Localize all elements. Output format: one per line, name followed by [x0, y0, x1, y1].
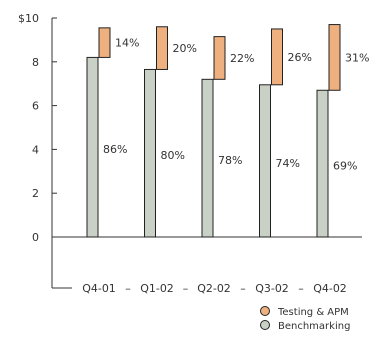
- x-category-label: Q4-01: [82, 282, 116, 295]
- data-label-testing-apm: 22%: [230, 52, 254, 65]
- legend-label: Testing & APM: [277, 307, 349, 318]
- category-separator: –: [183, 282, 189, 295]
- data-label-benchmarking: 69%: [333, 160, 357, 173]
- bar-benchmarking: [316, 89, 329, 238]
- data-label-testing-apm: 20%: [173, 42, 197, 55]
- legend: Testing & APM Benchmarking: [260, 306, 350, 332]
- bar-testing-apm: [156, 26, 168, 70]
- data-label-testing-apm: 26%: [288, 51, 312, 64]
- bar-testing-apm: [98, 27, 111, 58]
- label-layer: 86% 14% 80% 20% 78% 22% 74% 26% 69% 31%: [103, 37, 369, 173]
- category-separator: –: [125, 282, 131, 295]
- bar-benchmarking: [259, 84, 271, 238]
- bar-testing-apm: [271, 28, 283, 86]
- category-separator: –: [298, 282, 304, 295]
- bar-testing-apm: [328, 24, 341, 91]
- legend-swatch: [260, 306, 270, 316]
- bar-benchmarking: [86, 56, 99, 238]
- bar-testing-apm: [213, 36, 226, 80]
- bar-layer: [86, 24, 341, 238]
- y-tick-label: 8: [32, 56, 39, 69]
- data-label-benchmarking: 78%: [218, 154, 242, 167]
- data-label-benchmarking: 74%: [276, 157, 300, 170]
- legend-label: Benchmarking: [278, 321, 350, 332]
- data-label-benchmarking: 86%: [103, 143, 127, 156]
- y-tick-label: 4: [32, 143, 39, 156]
- data-label-testing-apm: 14%: [115, 37, 139, 50]
- data-label-benchmarking: 80%: [161, 149, 185, 162]
- x-category-label: Q1-02: [140, 282, 174, 295]
- x-category-label: Q3-02: [255, 282, 289, 295]
- legend-swatch: [260, 320, 270, 330]
- bar-benchmarking: [144, 68, 156, 238]
- y-tick-label: 2: [32, 187, 39, 200]
- bar-benchmarking: [201, 78, 214, 238]
- y-tick-label: 6: [32, 100, 39, 113]
- category-separator: –: [240, 282, 246, 295]
- y-tick-label: $10: [18, 12, 39, 25]
- data-label-testing-apm: 31%: [345, 51, 369, 64]
- y-tick-label: 0: [32, 231, 39, 244]
- x-category-label: Q2-02: [197, 282, 231, 295]
- x-category-label: Q4-02: [313, 282, 347, 295]
